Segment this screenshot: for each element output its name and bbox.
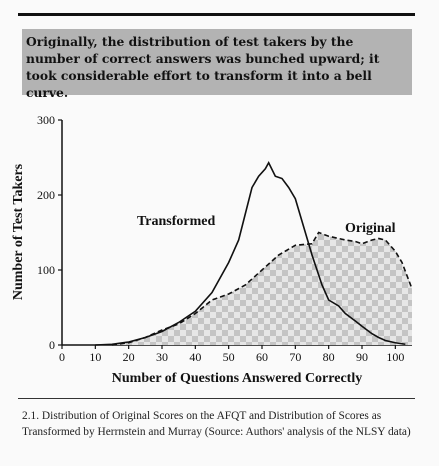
x-axis-label: Number of Questions Answered Correctly bbox=[112, 371, 362, 386]
y-tick-label: 200 bbox=[37, 188, 55, 202]
y-tick-label: 0 bbox=[49, 338, 55, 352]
x-tick-label: 40 bbox=[189, 350, 201, 364]
chart: Number of Questions Answered Correctly N… bbox=[11, 113, 413, 386]
x-tick-label: 70 bbox=[289, 350, 301, 364]
x-tick-label: 30 bbox=[156, 350, 168, 364]
x-tick-label: 80 bbox=[323, 350, 335, 364]
callout: Originally, the distribution of test tak… bbox=[22, 29, 412, 100]
x-tick-label: 90 bbox=[356, 350, 368, 364]
y-axis-label: Number of Test Takers bbox=[11, 163, 26, 300]
y-tick-label: 100 bbox=[37, 263, 55, 277]
x-tick-label: 10 bbox=[89, 350, 101, 364]
rule bbox=[18, 13, 415, 16]
series-line bbox=[95, 161, 406, 346]
series-line bbox=[111, 231, 413, 346]
series-label: Original bbox=[345, 221, 396, 236]
x-tick-label: 20 bbox=[123, 350, 135, 364]
series-label: Transformed bbox=[137, 214, 215, 229]
caption: 2.1. Distribution of Original Scores on … bbox=[22, 410, 411, 438]
x-tick-label: 50 bbox=[223, 350, 235, 364]
rule bbox=[18, 398, 415, 399]
x-tick-label: 0 bbox=[59, 350, 65, 364]
x-tick-label: 60 bbox=[256, 350, 268, 364]
y-tick-label: 300 bbox=[37, 113, 55, 127]
x-tick-label: 100 bbox=[386, 350, 404, 364]
area-fill bbox=[112, 232, 412, 345]
